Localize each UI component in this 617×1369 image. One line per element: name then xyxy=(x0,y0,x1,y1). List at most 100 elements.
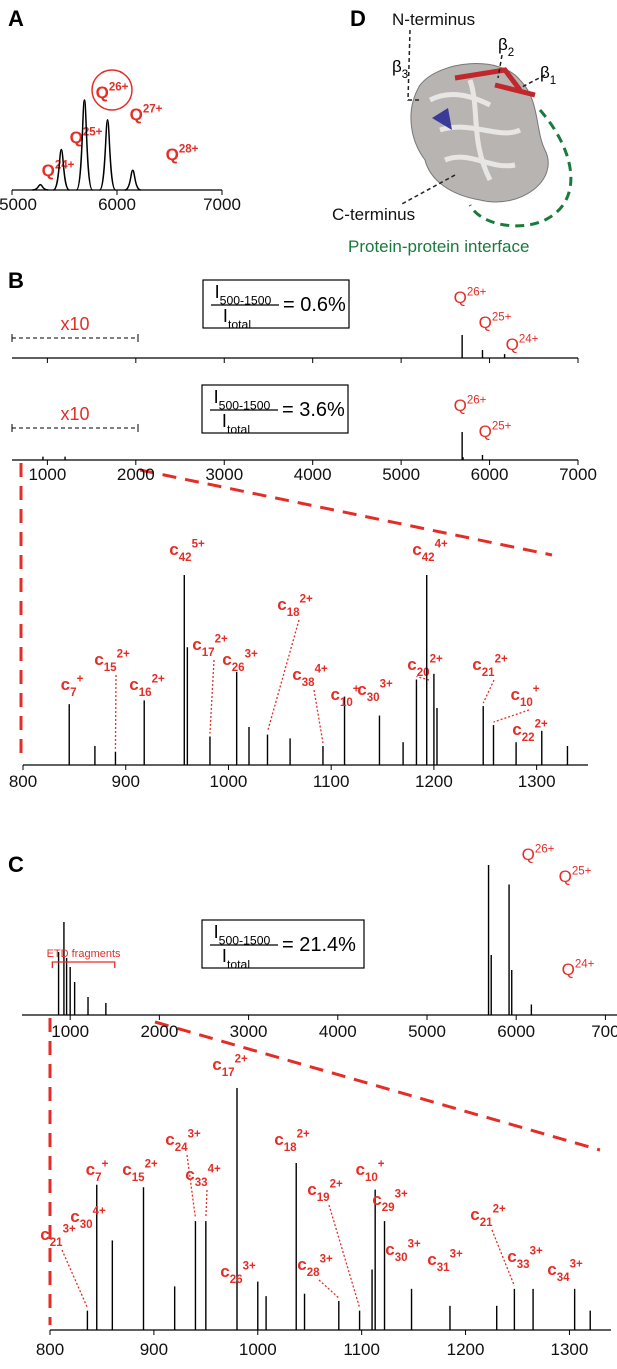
label-subscript: 21 xyxy=(480,1217,493,1229)
label-base: c xyxy=(185,1165,194,1184)
label-base: c xyxy=(470,1205,479,1224)
peak-label: c283+ xyxy=(297,1253,333,1279)
label-leader xyxy=(493,709,530,723)
peak-label: c152+ xyxy=(94,648,130,674)
x-tick-label: 900 xyxy=(112,772,140,791)
label-subscript: 1 xyxy=(550,75,556,87)
x-tick-label: 7000 xyxy=(559,465,597,484)
x-tick-label: 6000 xyxy=(497,1022,535,1041)
strand-label: β3 xyxy=(392,57,408,81)
panel-letter: C xyxy=(8,852,24,877)
label-subscript: 15 xyxy=(104,662,117,674)
n-terminus: N-terminus xyxy=(392,10,475,29)
peak xyxy=(124,169,142,191)
label-base: I xyxy=(214,387,219,407)
peak-label: c182+ xyxy=(277,593,313,619)
label-leader xyxy=(328,1204,361,1308)
label-base: c xyxy=(220,1262,229,1281)
protein-coil xyxy=(428,79,522,182)
ratio-box xyxy=(202,279,350,329)
peak-label: Q25+ xyxy=(479,311,512,332)
label-subscript: 20 xyxy=(417,667,430,679)
peak-label: c384+ xyxy=(292,663,328,689)
label-base: c xyxy=(510,685,519,704)
label-base: I xyxy=(215,282,220,302)
peak-label: c202+ xyxy=(407,653,443,679)
label-subscript: 30 xyxy=(367,692,380,704)
label-base: c xyxy=(385,1240,394,1259)
label-superscript: 26+ xyxy=(109,81,129,93)
ratio-denominator: Itotal xyxy=(222,946,250,971)
peak xyxy=(98,119,117,191)
peak-label: c343+ xyxy=(547,1258,583,1284)
x-tick-label: 1200 xyxy=(447,1340,485,1359)
label-base: c xyxy=(512,720,521,739)
label-subscript: 31 xyxy=(437,1262,450,1274)
label-base: Q xyxy=(479,422,492,441)
x-tick-label: 1200 xyxy=(415,772,453,791)
label-superscript: 26+ xyxy=(535,843,555,855)
label-subscript: 33 xyxy=(195,1177,208,1189)
label-base: c xyxy=(129,675,138,694)
c-terminus: C-terminus xyxy=(332,205,415,224)
label-base: β xyxy=(540,63,550,82)
label-base: c xyxy=(292,665,301,684)
peak-label: Q26+ xyxy=(454,286,487,307)
panel-letter: D xyxy=(350,6,366,31)
label-base: Q xyxy=(130,105,143,124)
peak-label: c303+ xyxy=(385,1238,421,1264)
label-superscript: 3+ xyxy=(450,1248,463,1260)
x-tick-label: 2000 xyxy=(117,465,155,484)
label-superscript: 25+ xyxy=(492,311,512,323)
x-tick-label: 6000 xyxy=(471,465,509,484)
label-base: c xyxy=(372,1190,381,1209)
label-base: c xyxy=(274,1130,283,1149)
label-base: c xyxy=(330,685,339,704)
scale-note: x10 xyxy=(60,404,89,424)
label-base: Q xyxy=(166,145,179,164)
label-superscript: 3+ xyxy=(408,1238,421,1250)
label-superscript: 2+ xyxy=(535,718,548,730)
peak-label: c293+ xyxy=(372,1188,408,1214)
peak-label: c424+ xyxy=(412,538,448,564)
label-leader xyxy=(482,679,495,704)
label-subscript: 19 xyxy=(317,1192,330,1204)
peak-label: c213+ xyxy=(40,1223,76,1249)
label-base: c xyxy=(192,635,201,654)
x-tick-label: 1100 xyxy=(343,1340,380,1359)
protein-structure xyxy=(399,29,573,228)
peak-label: Q25+ xyxy=(479,420,512,441)
ratio-numerator: I500-1500 xyxy=(214,387,271,412)
label-base: c xyxy=(222,650,231,669)
label-superscript: 4+ xyxy=(435,538,448,550)
label-subscript: 26 xyxy=(230,1274,243,1286)
label-subscript: 29 xyxy=(382,1202,395,1214)
label-base: c xyxy=(70,1207,79,1226)
peak-label: Q28+ xyxy=(166,143,199,164)
label-base: I xyxy=(222,946,227,966)
peak-label: c243+ xyxy=(165,1128,201,1154)
x-tick-label: 5000 xyxy=(0,195,37,214)
peak-label: c7+ xyxy=(61,673,84,699)
label-subscript: 500-1500 xyxy=(219,933,271,947)
peak-label: c334+ xyxy=(185,1163,221,1189)
label-superscript: + xyxy=(353,683,360,695)
label-base: β xyxy=(498,35,508,54)
label-base: c xyxy=(297,1255,306,1274)
peak-label: c172+ xyxy=(212,1053,248,1079)
label-subscript: 17 xyxy=(222,1067,235,1079)
label-subscript: 18 xyxy=(287,607,300,619)
label-superscript: 3+ xyxy=(320,1253,333,1265)
label-base: c xyxy=(277,595,286,614)
x-tick-label: 900 xyxy=(140,1340,168,1359)
peak-label: c192+ xyxy=(307,1178,343,1204)
label-superscript: 3+ xyxy=(395,1188,408,1200)
label-subscript: 24 xyxy=(175,1142,188,1154)
interface-outline xyxy=(468,109,573,228)
label-superscript: 3+ xyxy=(570,1258,583,1270)
label-base: c xyxy=(169,540,178,559)
label-subscript: 10 xyxy=(520,697,533,709)
x-tick-label: 5000 xyxy=(408,1022,446,1041)
ratio-numerator: I500-1500 xyxy=(214,922,271,947)
label-base: I xyxy=(214,922,219,942)
